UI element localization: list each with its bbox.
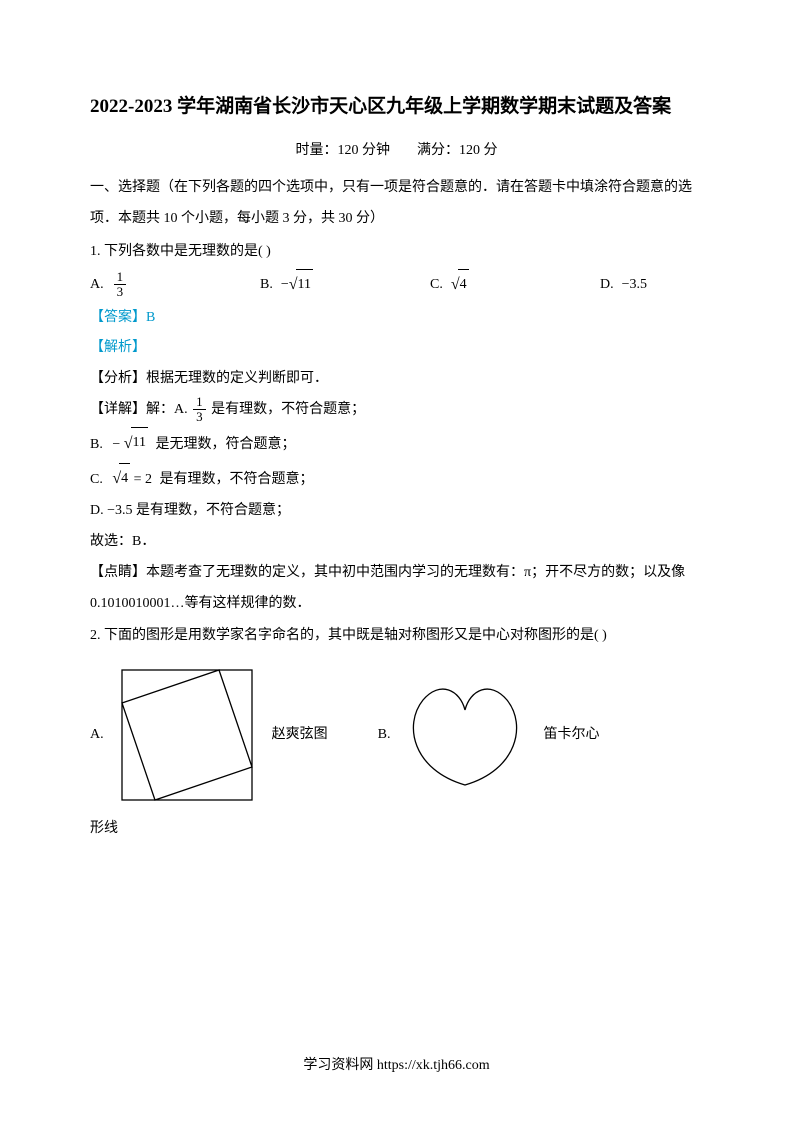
q1-detail-d: D. −3.5 是有理数，不符合题意； (90, 496, 703, 527)
fraction-icon: 1 3 (114, 270, 127, 300)
zhaoshuang-diagram-icon (112, 660, 262, 810)
descartes-heart-icon (398, 675, 533, 795)
q1-detail-c: C. √ 4 = 2 是有理数，不符合题意； (90, 461, 703, 496)
detail-prefix: C. (90, 472, 103, 487)
q1-analysis-label: 【解析】 (90, 333, 703, 364)
q1-tip: 【点睛】本题考查了无理数的定义，其中初中范围内学习的无理数有：π；开不尽方的数；… (90, 558, 703, 620)
detail-suffix: 是有理数，不符合题意； (211, 402, 365, 417)
sqrt-icon: √ 4 (112, 461, 130, 496)
question-2: 2. 下面的图形是用数学家名字命名的，其中既是轴对称图形又是中心对称图形的是( … (90, 621, 703, 652)
sqrt-icon: √ 11 (124, 426, 148, 461)
q1-option-a: A. 1 3 (90, 270, 260, 301)
sqrt-icon: √ 4 (451, 267, 469, 302)
radicand: 11 (131, 427, 148, 459)
option-label: A. (90, 270, 104, 301)
q2-caption-continuation: 形线 (90, 814, 703, 845)
exam-info: 时量：120 分钟 满分：120 分 (90, 136, 703, 167)
q1-option-c: C. √ 4 (430, 267, 600, 302)
radicand: 11 (296, 269, 313, 301)
q1-options: A. 1 3 B. − √ 11 C. √ 4 D. −3.5 (90, 267, 703, 302)
fullscore-info: 满分：120 分 (417, 143, 498, 158)
q1-fenxi: 【分析】根据无理数的定义判断即可． (90, 364, 703, 395)
option-value: −3.5 (622, 270, 647, 301)
time-info: 时量：120 分钟 (296, 143, 391, 158)
sqrt-icon: √ 11 (289, 267, 313, 302)
q1-detail-a: 【详解】解：A. 1 3 是有理数，不符合题意； (90, 395, 703, 426)
option-label: A. (90, 720, 104, 751)
q1-detail-b: B. − √ 11 是无理数，符合题意； (90, 426, 703, 461)
option-label: D. (600, 270, 614, 301)
fraction-icon: 1 3 (193, 395, 206, 425)
option-label: B. (260, 270, 273, 301)
neg-sign: − (281, 270, 289, 301)
q2-options: A. 赵爽弦图 B. 笛卡尔心 (90, 660, 703, 810)
detail-suffix: 是有理数，不符合题意； (160, 472, 314, 487)
fraction-denominator: 3 (193, 410, 206, 424)
fraction-numerator: 1 (114, 270, 127, 285)
q2-option-b: B. 笛卡尔心 (378, 675, 600, 795)
detail-suffix: 是无理数，符合题意； (156, 437, 296, 452)
page-title: 2022-2023 学年湖南省长沙市天心区九年级上学期数学期末试题及答案 (90, 90, 703, 124)
radicand: 4 (458, 269, 469, 301)
equals: = 2 (134, 472, 152, 487)
radicand: 4 (119, 463, 130, 495)
figure-caption: 赵爽弦图 (272, 720, 328, 751)
section-1-description: 一、选择题（在下列各题的四个选项中，只有一项是符合题意的．请在答题卡中填涂符合题… (90, 173, 703, 235)
page-footer: 学习资料网 https://xk.tjh66.com (0, 1051, 793, 1082)
fraction-numerator: 1 (193, 395, 206, 410)
q1-option-d: D. −3.5 (600, 270, 700, 301)
q1-conclude: 故选：B． (90, 527, 703, 558)
figure-caption: 笛卡尔心 (543, 720, 599, 751)
neg-sign: − (112, 437, 120, 452)
detail-prefix: 【详解】解：A. (90, 402, 188, 417)
q1-answer: 【答案】B (90, 303, 703, 334)
question-1: 1. 下列各数中是无理数的是( ) (90, 237, 703, 268)
option-label: C. (430, 270, 443, 301)
q1-option-b: B. − √ 11 (260, 267, 430, 302)
fraction-denominator: 3 (114, 285, 127, 299)
option-label: B. (378, 720, 391, 751)
q2-option-a: A. 赵爽弦图 (90, 660, 358, 810)
detail-prefix: B. (90, 437, 103, 452)
